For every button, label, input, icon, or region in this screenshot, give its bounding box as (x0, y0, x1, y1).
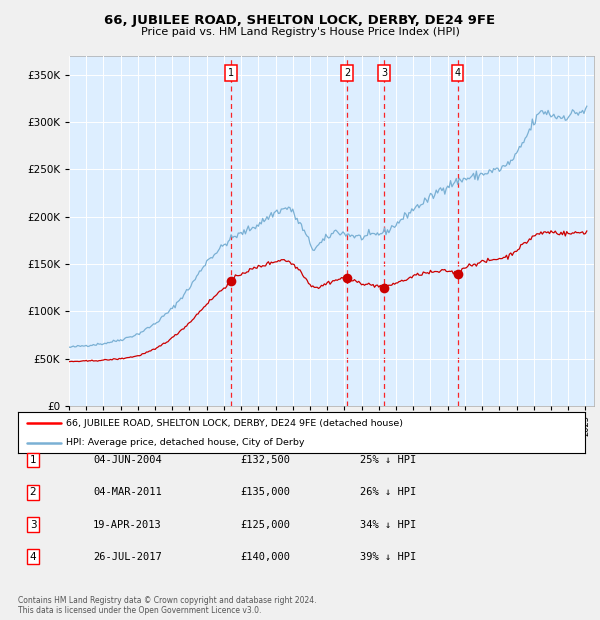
Text: 4: 4 (454, 68, 461, 78)
Text: 34% ↓ HPI: 34% ↓ HPI (360, 520, 416, 529)
Text: 66, JUBILEE ROAD, SHELTON LOCK, DERBY, DE24 9FE (detached house): 66, JUBILEE ROAD, SHELTON LOCK, DERBY, D… (66, 418, 403, 428)
Text: Price paid vs. HM Land Registry's House Price Index (HPI): Price paid vs. HM Land Registry's House … (140, 27, 460, 37)
Text: 26% ↓ HPI: 26% ↓ HPI (360, 487, 416, 497)
Text: £140,000: £140,000 (240, 552, 290, 562)
Text: 2: 2 (29, 487, 37, 497)
Text: £135,000: £135,000 (240, 487, 290, 497)
Text: 04-MAR-2011: 04-MAR-2011 (93, 487, 162, 497)
Text: 3: 3 (29, 520, 37, 529)
Text: 04-JUN-2004: 04-JUN-2004 (93, 455, 162, 465)
Text: 26-JUL-2017: 26-JUL-2017 (93, 552, 162, 562)
Text: 66, JUBILEE ROAD, SHELTON LOCK, DERBY, DE24 9FE: 66, JUBILEE ROAD, SHELTON LOCK, DERBY, D… (104, 14, 496, 27)
Text: HPI: Average price, detached house, City of Derby: HPI: Average price, detached house, City… (66, 438, 305, 447)
Text: £132,500: £132,500 (240, 455, 290, 465)
Text: 1: 1 (29, 455, 37, 465)
Text: 19-APR-2013: 19-APR-2013 (93, 520, 162, 529)
Text: Contains HM Land Registry data © Crown copyright and database right 2024.
This d: Contains HM Land Registry data © Crown c… (18, 596, 317, 615)
Text: 39% ↓ HPI: 39% ↓ HPI (360, 552, 416, 562)
Text: 3: 3 (381, 68, 387, 78)
Text: 2: 2 (344, 68, 350, 78)
Text: £125,000: £125,000 (240, 520, 290, 529)
Text: 4: 4 (29, 552, 37, 562)
Text: 25% ↓ HPI: 25% ↓ HPI (360, 455, 416, 465)
Text: 1: 1 (228, 68, 234, 78)
